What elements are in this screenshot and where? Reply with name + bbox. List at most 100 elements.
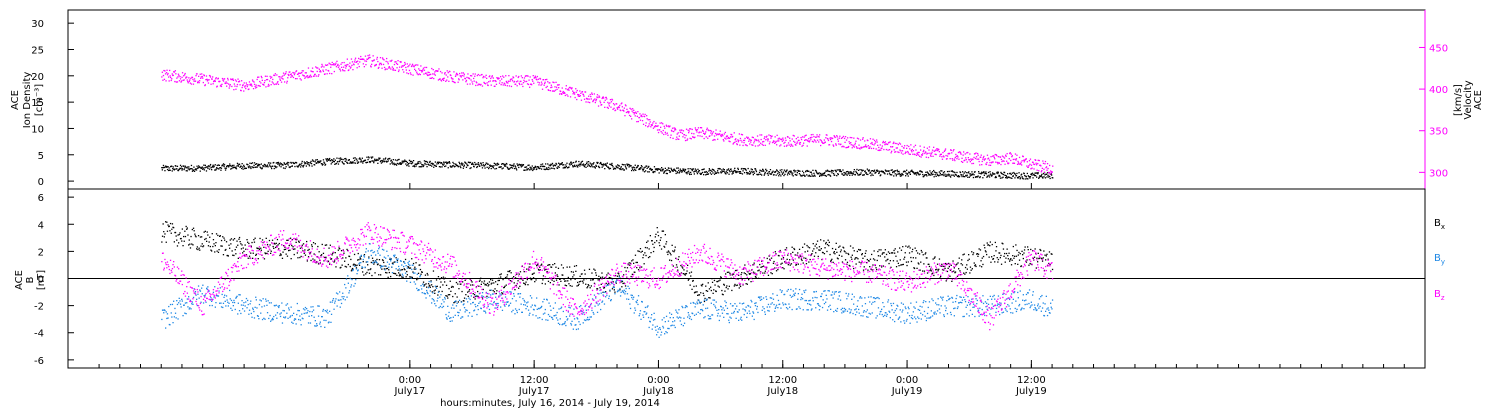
velocity-point: [273, 83, 275, 86]
density-point: [901, 172, 903, 175]
velocity-point: [795, 144, 797, 146]
density-point: [693, 173, 695, 175]
bx-point: [940, 265, 942, 267]
velocity-point: [823, 139, 825, 141]
bx-point: [1051, 268, 1054, 271]
bx-point: [439, 286, 441, 288]
velocity-point: [168, 76, 170, 78]
velocity-point: [196, 73, 198, 75]
velocity-point: [484, 83, 487, 85]
velocity-point: [953, 149, 955, 151]
density-point: [624, 165, 627, 167]
velocity-point: [891, 150, 893, 152]
bx-point: [976, 253, 978, 255]
bx-point: [958, 257, 960, 259]
bx-point: [297, 257, 299, 259]
bx-point: [222, 254, 225, 256]
density-point: [264, 164, 267, 166]
density-point: [884, 169, 887, 171]
bx-point: [313, 253, 315, 255]
bx-point: [275, 242, 277, 244]
velocity-point: [189, 79, 191, 81]
density-point: [722, 170, 724, 172]
bx-point: [163, 236, 165, 238]
bx-point: [669, 259, 671, 261]
bx-point: [693, 285, 695, 288]
bx-point: [717, 285, 719, 287]
bx-point: [871, 253, 873, 256]
velocity-point: [561, 93, 563, 95]
density-point: [180, 167, 182, 170]
density-point: [359, 157, 361, 159]
by-point: [187, 306, 189, 308]
velocity-point: [170, 76, 172, 79]
velocity-point: [654, 126, 656, 128]
velocity-point: [628, 111, 630, 113]
bx-point: [486, 282, 489, 285]
bx-point: [621, 280, 624, 283]
velocity-point: [847, 146, 849, 148]
bx-point: [582, 282, 584, 284]
bx-point: [406, 270, 408, 273]
velocity-point: [505, 80, 507, 83]
density-point: [1045, 173, 1048, 175]
bx-point: [645, 254, 647, 257]
density-point: [978, 171, 980, 173]
velocity-point: [957, 151, 960, 154]
velocity-point: [301, 72, 303, 74]
bx-point: [284, 248, 287, 250]
velocity-point: [637, 111, 639, 113]
velocity-point: [409, 63, 411, 65]
density-point: [344, 158, 346, 160]
density-point: [512, 165, 515, 167]
bx-point: [493, 282, 495, 284]
density-point: [351, 162, 354, 164]
bx-point: [334, 260, 336, 262]
bx-point: [687, 279, 689, 281]
bx-point: [387, 276, 389, 278]
by-point: [186, 298, 188, 300]
density-point: [271, 167, 273, 170]
velocity-point: [389, 60, 391, 62]
velocity-point: [862, 138, 864, 140]
bx-point: [945, 262, 947, 265]
density-point: [314, 164, 316, 166]
density-point: [406, 161, 408, 164]
velocity-point: [607, 101, 609, 104]
velocity-point: [709, 135, 711, 137]
velocity-point: [483, 81, 485, 84]
bx-point: [427, 274, 429, 276]
density-point: [703, 168, 705, 170]
bx-point: [402, 276, 404, 279]
bx-point: [205, 237, 207, 240]
density-point: [854, 174, 856, 176]
velocity-point: [814, 136, 817, 138]
by-point: [165, 327, 167, 329]
bx-point: [388, 269, 390, 271]
velocity-point: [896, 147, 898, 149]
bx-point: [446, 295, 448, 297]
velocity-point: [165, 72, 168, 74]
velocity-point: [161, 71, 163, 73]
density-point: [532, 168, 534, 170]
velocity-point: [774, 142, 776, 144]
density-point: [337, 160, 339, 163]
bx-point: [232, 239, 234, 241]
bx-point: [325, 244, 328, 246]
bx-point: [548, 264, 550, 266]
bx-point: [257, 258, 259, 260]
bx-point: [237, 257, 239, 259]
density-point: [693, 171, 695, 173]
bx-point: [999, 257, 1001, 259]
bx-point: [340, 250, 343, 252]
density-point: [877, 170, 879, 172]
velocity-point: [447, 76, 449, 78]
density-point: [953, 171, 955, 173]
density-point: [502, 167, 504, 169]
velocity-point: [248, 81, 251, 83]
velocity-point: [709, 129, 711, 132]
bx-point: [907, 246, 909, 248]
by-point: [171, 303, 174, 306]
velocity-point: [165, 80, 167, 82]
velocity-point: [476, 74, 478, 77]
